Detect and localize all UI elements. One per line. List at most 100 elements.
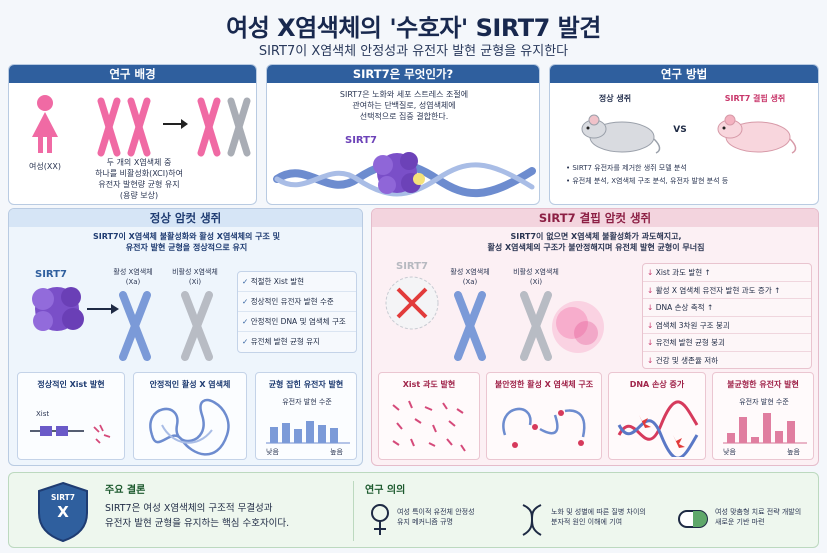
ko-expression-title: 불균형한 유전자 발현 — [727, 380, 799, 389]
page-title: 여성 X염색체의 '수호자' SIRT7 발견 — [226, 14, 601, 42]
normal-expression-low: 낮음 — [266, 448, 279, 456]
check-icon: ✓ — [242, 277, 249, 286]
normal-expression-level-label: 유전자 발현 수준 — [282, 398, 332, 406]
sirt7-protein-label: SIRT7 — [345, 135, 377, 146]
methods-bullet-text: SIRT7 유전자를 제거한 생쥐 모델 분석 — [572, 164, 687, 172]
ko-xist-title: Xist 과도 발현 — [402, 380, 456, 389]
xa-xi-chromosome-icon — [197, 97, 251, 157]
sirt7-protein-icon — [32, 287, 119, 331]
normal-check-text: 유전체 발현 균형 유지 — [250, 337, 320, 346]
significance-text-line: 노화 및 성별에 따른 질병 차이의 — [551, 508, 646, 516]
normal-xi-label-line: (Xi) — [188, 278, 202, 286]
normal-sirt7-label: SIRT7 — [35, 269, 67, 280]
ko-expression-high: 높음 — [787, 448, 800, 456]
dna-helix-icon — [522, 504, 542, 536]
normal-xist-box: 정상적인 Xist 발현 Xist — [17, 372, 125, 460]
ko-expression-level-label: 유전자 발현 수준 — [739, 398, 789, 406]
sirt7-dna-binding-illustration — [273, 152, 536, 198]
xx-chromosome-pink-icon — [97, 97, 151, 157]
normal-checklist: ✓ 적절한 Xist 발현 ✓ 정상적인 유전자 발현 수준 ✓ 안정적인 DN… — [237, 271, 357, 353]
normal-check-item: ✓ 유전체 발현 균형 유지 — [238, 332, 356, 352]
normal-check-item: ✓ 적절한 Xist 발현 — [238, 272, 356, 292]
ko-header: SIRT7 결핍 암컷 생쥐 — [372, 209, 818, 227]
ko-desc-line: 활성 X염색체의 구조가 불안정해지며 유전체 발현 균형이 무너짐 — [487, 243, 705, 252]
shield-icon — [38, 481, 88, 543]
significance-text-line: 여성 특이적 유전체 안정성 — [397, 508, 475, 516]
conclusion-panel: SIRT7 X 주요 결론 SIRT7은 여성 X염색체의 구조적 무결성과 유… — [8, 472, 819, 548]
ko-xist-box: Xist 과도 발현 — [378, 372, 480, 460]
normal-expression-box: 균형 잡힌 유전자 발현 유전자 발현 수준 낮음 높음 — [255, 372, 357, 460]
arrow-down-icon: ↓ — [647, 320, 654, 330]
arrow-right-icon — [163, 119, 188, 129]
normal-expression-bars — [266, 421, 350, 444]
page-subtitle: SIRT7이 X염색체 안정성과 유전자 발현 균형을 유지한다 — [258, 44, 569, 59]
ko-unstable-x-title: 불안정한 활성 X 염색체 구조 — [494, 380, 594, 389]
normal-description: SIRT7이 X염색체 불활성화와 활성 X염색체의 구조 및 유전자 발현 균… — [19, 231, 354, 253]
conclusion-header: 주요 결론 — [105, 485, 146, 496]
ko-effect-text: 염색체 3차원 구조 붕괴 — [655, 320, 730, 330]
ko-panel: SIRT7 결핍 암컷 생쥐 SIRT7이 없으면 X염색체 불활성화가 과도해… — [371, 208, 819, 466]
normal-expression-high: 높음 — [330, 448, 343, 456]
check-icon: ✓ — [242, 337, 249, 346]
normal-xist-title: 정상적인 Xist 발현 — [37, 380, 105, 389]
capsule-icon — [678, 510, 708, 528]
significance-text-line: 유지 메커니즘 규명 — [397, 518, 453, 526]
normal-panel: 정상 암컷 생쥐 SIRT7이 X염색체 불활성화와 활성 X염색체의 구조 및… — [8, 208, 363, 466]
significance-text-line: 분자적 원인 이해에 기여 — [551, 518, 623, 526]
normal-xist-gene-icon — [30, 424, 111, 444]
methods-panel: 연구 방법 정상 생쥐 SIRT7 결핍 생쥐 VS • SIRT7 유전자를 … — [549, 64, 819, 205]
normal-xa-label: 활성 X염색체 (Xa) — [105, 267, 161, 287]
female-label: 여성(XX) — [29, 162, 61, 171]
ko-xi-label-line: (Xi) — [529, 278, 543, 286]
normal-active-x-box: 안정적인 활성 X 염색체 — [133, 372, 247, 460]
normal-check-item: ✓ 정상적인 유전자 발현 수준 — [238, 292, 356, 312]
conclusion-line: SIRT7은 여성 X염색체의 구조적 무결성과 — [105, 503, 273, 514]
shield-x: X — [57, 503, 69, 521]
background-desc-line: 두 개의 X염색체 중 — [106, 158, 172, 167]
ko-xa-label-line: 활성 X염색체 — [450, 268, 490, 276]
significance-item: 여성 특이적 유전체 안정성 유지 메커니즘 규명 — [397, 507, 517, 527]
normal-mouse-icon — [581, 114, 661, 154]
what-panel: SIRT7은 무엇인가? SIRT7은 노화와 세포 스트레스 조절에 관여하는… — [266, 64, 540, 205]
ko-description: SIRT7이 없으면 X염색체 불활성화가 과도해지고, 활성 X염색체의 구조… — [382, 231, 810, 253]
significance-item: 여성 맞춤형 치료 전략 개발의 새로운 기반 마련 — [715, 507, 818, 527]
ko-effects-list: ↓ Xist 과도 발현 ↑ ↓ 활성 X 염색체 유전자 발현 과도 증가 ↑… — [642, 263, 812, 369]
significance-header: 연구 의의 — [365, 485, 406, 496]
normal-expression-title: 균형 잡힌 유전자 발현 — [268, 380, 344, 389]
missing-sirt7-x-icon — [385, 276, 439, 330]
ko-xist-overexpression-icon — [392, 400, 466, 452]
ko-effect-text: 활성 X 염색체 유전자 발현 과도 증가 ↑ — [655, 285, 781, 295]
normal-desc-line: SIRT7이 X염색체 불활성화와 활성 X염색체의 구조 및 — [92, 232, 281, 241]
methods-bullet: • 유전체 분석, X염색체 구조 분석, 유전자 발현 분석 등 — [566, 177, 729, 185]
normal-mouse-label: 정상 생쥐 — [598, 94, 632, 103]
normal-chromatin-loops-icon — [149, 398, 230, 456]
arrow-down-icon: ↓ — [647, 268, 654, 277]
ko-xa-label: 활성 X염색체 (Xa) — [442, 267, 498, 287]
ko-effect-text: DNA 손상 축적 ↑ — [655, 303, 714, 312]
what-desc-line: 선택적으로 집중 결합한다. — [359, 112, 449, 121]
normal-xi-label-line: 비활성 X염색체 — [172, 268, 218, 276]
arrow-down-icon: ↓ — [647, 285, 654, 295]
arrow-down-icon: ↓ — [647, 303, 654, 312]
what-header: SIRT7은 무엇인가? — [267, 65, 539, 83]
ko-mouse-icon — [717, 114, 797, 154]
methods-bullets: • SIRT7 유전자를 제거한 생쥐 모델 분석 • 유전체 분석, X염색체… — [566, 163, 812, 186]
what-description: SIRT7은 노화와 세포 스트레스 조절에 관여하는 단백질로, 성염색체에 … — [287, 89, 521, 122]
ko-effect-text: 건강 및 생존율 저하 — [655, 355, 719, 365]
normal-xa-label-line: (Xa) — [125, 278, 141, 286]
normal-header: 정상 암컷 생쥐 — [9, 209, 362, 227]
methods-header: 연구 방법 — [550, 65, 818, 83]
normal-desc-line: 유전자 발현 균형을 정상적으로 유지 — [125, 243, 248, 252]
significance-text-line: 여성 맞춤형 치료 전략 개발의 — [715, 508, 802, 516]
background-desc-line: (용량 보상) — [119, 191, 159, 200]
ko-effect-text: Xist 과도 발현 ↑ — [655, 268, 711, 277]
ko-dna-damage-box: DNA 손상 증가 — [608, 372, 706, 460]
ko-sirt7-label: SIRT7 — [396, 261, 428, 272]
ko-xi-label-line: 비활성 X염색체 — [513, 268, 559, 276]
what-desc-line: 관여하는 단백질로, 성염색체에 — [352, 101, 456, 110]
xist-label: Xist — [36, 410, 50, 418]
normal-xa-xi-chromosomes — [119, 291, 213, 361]
ko-effect-item: ↓ 건강 및 생존율 저하 — [643, 352, 811, 370]
ko-effect-item: ↓ Xist 과도 발현 ↑ — [643, 264, 811, 282]
ko-broken-chromatin-icon — [502, 407, 586, 448]
